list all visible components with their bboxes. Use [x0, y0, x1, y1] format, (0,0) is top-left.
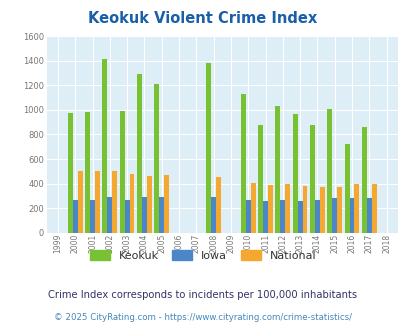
Bar [119, 111, 124, 233]
Bar [112, 171, 117, 233]
Bar [285, 183, 290, 233]
Text: © 2025 CityRating.com - https://www.cityrating.com/crime-statistics/: © 2025 CityRating.com - https://www.city… [54, 313, 351, 322]
Bar [164, 175, 168, 233]
Bar [124, 200, 129, 233]
Bar [206, 63, 211, 233]
Bar [344, 144, 349, 233]
Bar [280, 200, 285, 233]
Bar [142, 197, 147, 233]
Bar [159, 197, 164, 233]
Bar [72, 200, 77, 233]
Bar [319, 187, 324, 233]
Bar [245, 200, 250, 233]
Bar [275, 106, 280, 233]
Bar [331, 198, 337, 233]
Bar [309, 125, 314, 233]
Bar [366, 198, 371, 233]
Bar [354, 184, 358, 233]
Bar [215, 177, 220, 233]
Bar [107, 197, 112, 233]
Bar [211, 197, 215, 233]
Bar [129, 174, 134, 233]
Legend: Keokuk, Iowa, National: Keokuk, Iowa, National [87, 248, 318, 263]
Text: Keokuk Violent Crime Index: Keokuk Violent Crime Index [88, 11, 317, 26]
Bar [77, 171, 82, 233]
Text: Crime Index corresponds to incidents per 100,000 inhabitants: Crime Index corresponds to incidents per… [48, 290, 357, 300]
Bar [371, 184, 376, 233]
Bar [258, 125, 262, 233]
Bar [154, 83, 159, 233]
Bar [337, 187, 341, 233]
Bar [68, 113, 72, 233]
Bar [302, 186, 307, 233]
Bar [102, 59, 107, 233]
Bar [267, 185, 272, 233]
Bar [90, 200, 95, 233]
Bar [137, 74, 142, 233]
Bar [297, 201, 302, 233]
Bar [262, 201, 267, 233]
Bar [361, 127, 366, 233]
Bar [349, 198, 354, 233]
Bar [85, 112, 90, 233]
Bar [240, 94, 245, 233]
Bar [95, 171, 100, 233]
Bar [292, 114, 297, 233]
Bar [250, 183, 255, 233]
Bar [314, 200, 319, 233]
Bar [326, 109, 331, 233]
Bar [147, 176, 151, 233]
